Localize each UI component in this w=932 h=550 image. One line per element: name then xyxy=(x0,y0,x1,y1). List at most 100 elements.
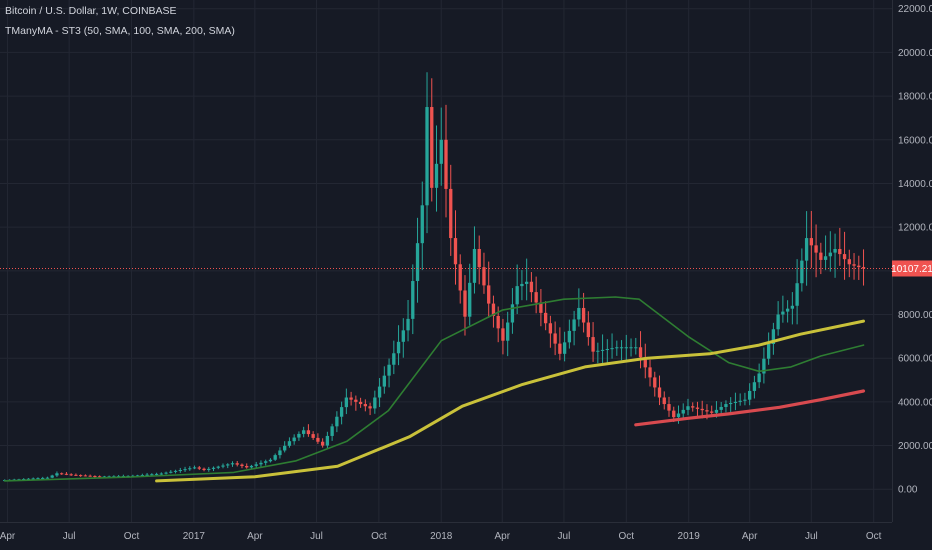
price-tick-label: 20000.00 xyxy=(898,48,932,59)
candle xyxy=(411,281,415,319)
candle xyxy=(406,318,410,331)
candle xyxy=(577,307,581,320)
time-tick-label: 2018 xyxy=(430,531,453,542)
candle xyxy=(586,322,591,338)
candle xyxy=(278,450,282,456)
price-tick-label: 2000.00 xyxy=(898,441,932,452)
candle xyxy=(22,478,26,480)
candle xyxy=(501,328,505,341)
candle xyxy=(482,267,486,286)
candle xyxy=(686,406,690,410)
candle xyxy=(154,473,159,475)
candle xyxy=(472,248,477,283)
ma50-line xyxy=(3,296,865,482)
candle xyxy=(330,426,334,436)
candle xyxy=(543,312,548,324)
candle xyxy=(301,430,306,434)
candle xyxy=(733,401,738,403)
candle xyxy=(681,409,685,414)
candle xyxy=(534,292,538,303)
candle xyxy=(183,469,187,471)
candle xyxy=(211,467,216,469)
price-tag-label: 10107.21 xyxy=(891,264,932,275)
candle xyxy=(814,245,818,253)
candle xyxy=(477,248,481,268)
candle xyxy=(434,163,439,188)
candle xyxy=(524,281,529,284)
candle xyxy=(662,397,666,405)
candle xyxy=(430,107,434,188)
candle xyxy=(74,474,78,476)
price-tick-label: 14000.00 xyxy=(898,179,932,190)
candle xyxy=(335,416,339,427)
candle xyxy=(600,349,605,351)
price-tick-label: 12000.00 xyxy=(898,223,932,234)
candle xyxy=(714,409,719,413)
candle xyxy=(287,441,292,446)
candle xyxy=(705,410,709,412)
candle xyxy=(401,330,405,342)
candle xyxy=(268,459,273,462)
candle xyxy=(458,264,462,291)
moving-averages xyxy=(3,296,866,483)
candle xyxy=(178,470,182,472)
candle xyxy=(69,474,73,476)
time-tick-label: Oct xyxy=(866,531,882,542)
time-tick-label: Apr xyxy=(742,531,758,542)
time-tick-label: Oct xyxy=(371,531,387,542)
candle xyxy=(221,465,225,467)
candle xyxy=(173,470,178,472)
candle xyxy=(591,337,595,352)
candle xyxy=(672,410,676,418)
candle xyxy=(439,139,443,164)
time-tick-label: Apr xyxy=(494,531,510,542)
candle xyxy=(629,347,633,349)
price-tick-label: 6000.00 xyxy=(898,354,932,365)
candle xyxy=(60,473,64,475)
candle xyxy=(240,464,244,467)
candle xyxy=(657,387,662,398)
candle xyxy=(719,406,723,410)
candle xyxy=(297,433,301,438)
candle xyxy=(192,467,197,469)
candle xyxy=(463,290,467,317)
candle xyxy=(197,467,201,469)
candle xyxy=(615,347,619,349)
time-tick-label: Jul xyxy=(63,531,76,542)
candle xyxy=(596,350,600,352)
candle xyxy=(539,302,543,313)
candle xyxy=(415,243,420,282)
candle xyxy=(449,188,453,239)
candle xyxy=(572,319,576,331)
candle xyxy=(453,238,458,265)
candle xyxy=(145,474,149,476)
candle xyxy=(781,311,785,315)
time-tick-label: Jul xyxy=(310,531,323,542)
time-axis[interactable]: Apr Jul Oct 2017 Apr Jul Oct 2018 Apr Jul Oct 2019 A… xyxy=(0,531,882,542)
price-tick-label: 16000.00 xyxy=(898,135,932,146)
candle xyxy=(283,445,287,451)
time-tick-label: Oct xyxy=(124,531,140,542)
candle xyxy=(529,281,534,293)
candle xyxy=(306,430,311,435)
candle xyxy=(55,473,59,476)
candle xyxy=(624,347,628,349)
candle xyxy=(487,285,491,304)
grid xyxy=(0,0,892,522)
candle xyxy=(292,437,296,442)
candle xyxy=(809,238,814,246)
time-tick-label: Apr xyxy=(247,531,263,542)
candle xyxy=(349,397,353,400)
candle xyxy=(691,406,695,408)
candle xyxy=(207,468,211,471)
candle xyxy=(790,305,795,309)
candle xyxy=(510,304,515,323)
candle xyxy=(135,475,140,477)
candle xyxy=(700,408,704,411)
candle xyxy=(83,475,88,477)
price-axis[interactable]: 0.002000.004000.006000.008000.0010000.00… xyxy=(898,4,932,496)
candle xyxy=(828,252,832,257)
candle xyxy=(169,471,173,473)
candle xyxy=(823,256,828,260)
